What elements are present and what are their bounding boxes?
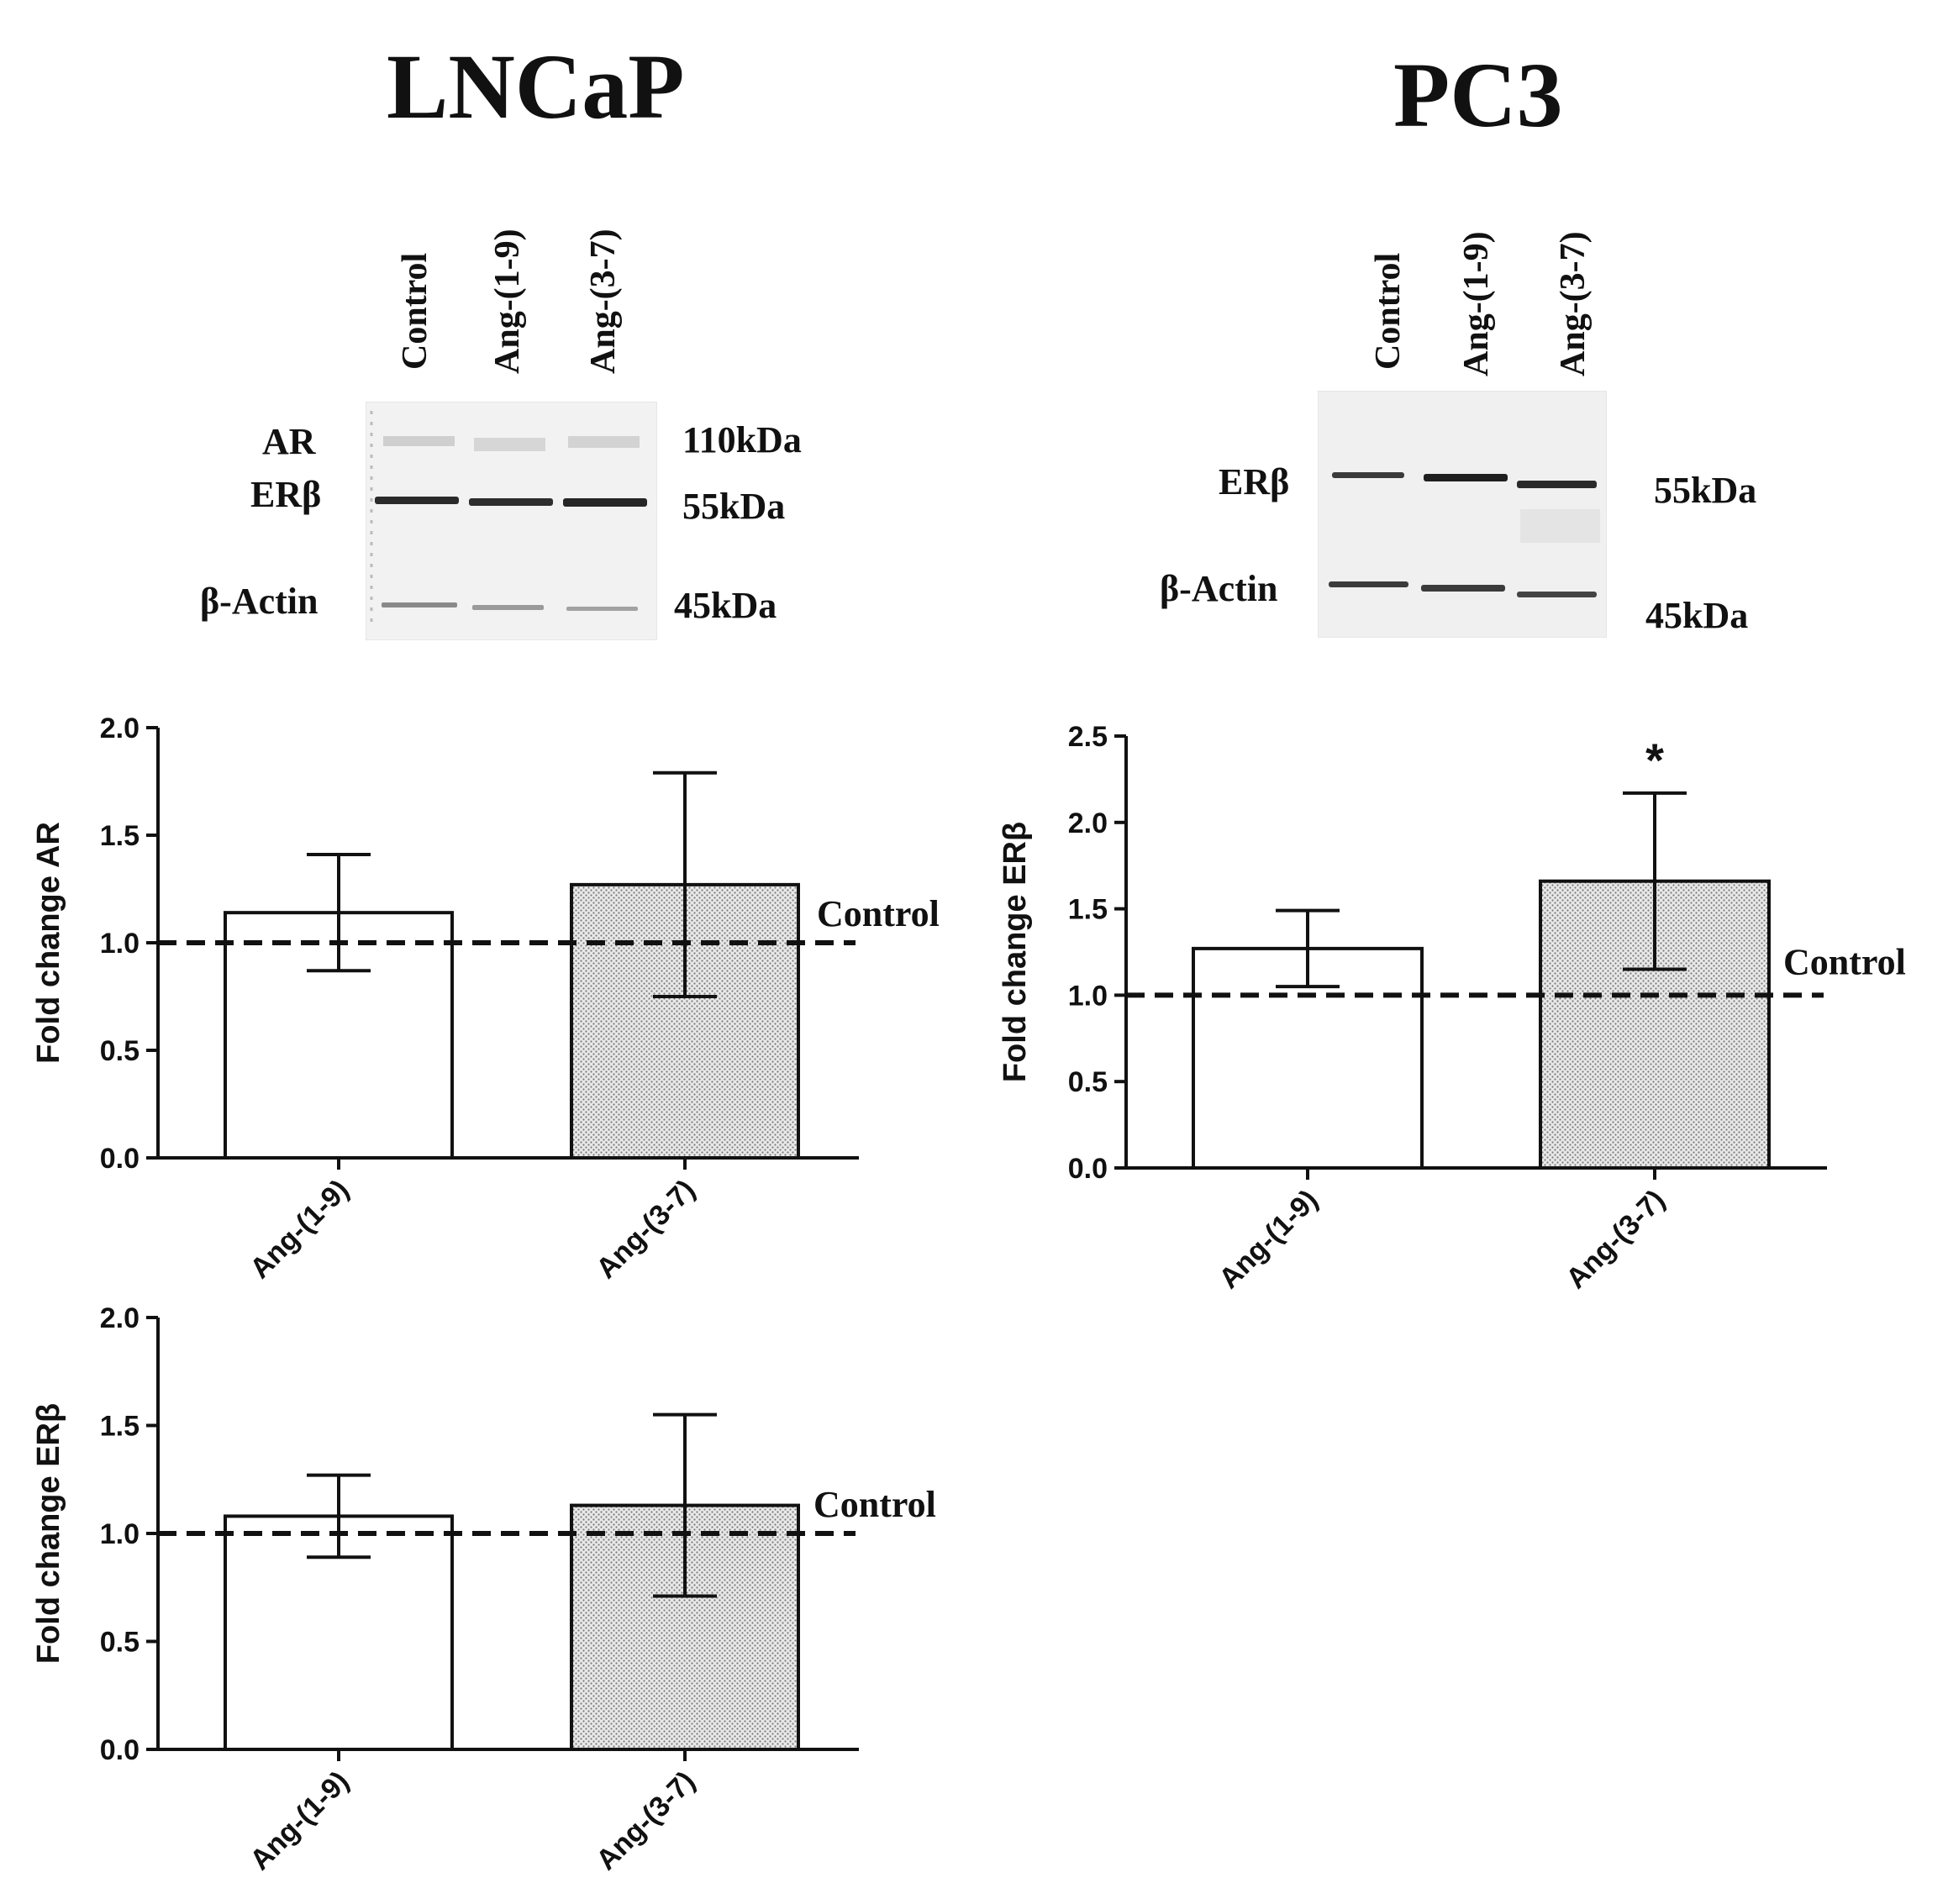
- control-reference-label: Control: [817, 893, 940, 934]
- lncap-blot-image: [366, 402, 657, 640]
- pc3-blot-image: [1318, 391, 1607, 638]
- lncap-lane-control: Control: [396, 252, 434, 370]
- lncap-band-erb-size: 55kDa: [682, 486, 786, 527]
- y-tick-label: 2.0: [1068, 807, 1108, 839]
- lncap-lane-ang37: Ang-(3-7): [584, 229, 623, 374]
- category-label: Ang-(1-9): [1213, 1184, 1324, 1295]
- lncap-band-erb-label: ERβ: [250, 474, 322, 515]
- y-tick-label: 1.5: [1068, 894, 1108, 926]
- pc3-lane-ang19: Ang-(1-9): [1457, 231, 1496, 376]
- category-label: Ang-(1-9): [244, 1765, 355, 1876]
- lncap-band-actin-label: β-Actin: [200, 581, 319, 622]
- control-reference-label: Control: [1783, 941, 1906, 982]
- pc3-blot-bands: [1319, 392, 1606, 637]
- y-tick-label: 1.5: [100, 820, 140, 852]
- y-tick-label: 0.5: [1068, 1066, 1108, 1098]
- y-axis-label: Fold change ERβ: [31, 1403, 66, 1664]
- y-tick-label: 0.5: [100, 1035, 140, 1067]
- significance-marker: *: [1645, 734, 1664, 786]
- lncap-band-ar-label: AR: [262, 421, 316, 462]
- lncap-erb-chart: 0.0 0.5 1.0 1.5 2.0 Fold change ERβ Ang-(1-9) A…: [31, 1302, 936, 1876]
- lncap-band-actin-size: 45kDa: [674, 585, 777, 626]
- category-label: Ang-(3-7): [1560, 1184, 1671, 1295]
- category-label: Ang-(3-7): [590, 1765, 701, 1876]
- lncap-blot-bands: [366, 402, 656, 639]
- pc3-band-actin-label: β-Actin: [1160, 568, 1278, 609]
- lncap-lane-ang19: Ang-(1-9): [488, 229, 527, 374]
- y-tick-label: 1.0: [1068, 980, 1108, 1012]
- pc3-band-erb-label: ERβ: [1219, 461, 1290, 502]
- pc3-band-actin-size: 45kDa: [1645, 595, 1749, 636]
- y-tick-label: 2.0: [100, 1302, 140, 1334]
- pc3-lane-control: Control: [1369, 252, 1408, 370]
- lncap-band-ar-size: 110kDa: [682, 419, 802, 460]
- pc3-title: PC3: [1393, 44, 1563, 146]
- pc3-band-erb-size: 55kDa: [1654, 470, 1757, 511]
- y-tick-label: 0.5: [100, 1627, 140, 1659]
- y-tick-label: 1.0: [100, 1518, 140, 1550]
- lncap-title: LNCaP: [387, 35, 685, 138]
- control-reference-label: Control: [813, 1484, 936, 1525]
- y-tick-label: 2.5: [1068, 721, 1108, 753]
- y-axis-label: Fold change AR: [31, 822, 66, 1064]
- y-tick-label: 2.0: [100, 713, 140, 744]
- y-tick-label: 0.0: [100, 1734, 140, 1766]
- y-tick-label: 1.5: [100, 1411, 140, 1443]
- y-tick-label: 0.0: [1068, 1153, 1108, 1185]
- pc3-lane-ang37: Ang-(3-7): [1554, 231, 1593, 376]
- y-tick-label: 1.0: [100, 928, 140, 960]
- pc3-erb-chart: 0.0 0.5 1.0 1.5 2.0 2.5 Fold change ERβ Ang-(1-…: [998, 721, 1906, 1295]
- y-axis-label: Fold change ERβ: [998, 822, 1033, 1082]
- y-tick-label: 0.0: [100, 1143, 140, 1175]
